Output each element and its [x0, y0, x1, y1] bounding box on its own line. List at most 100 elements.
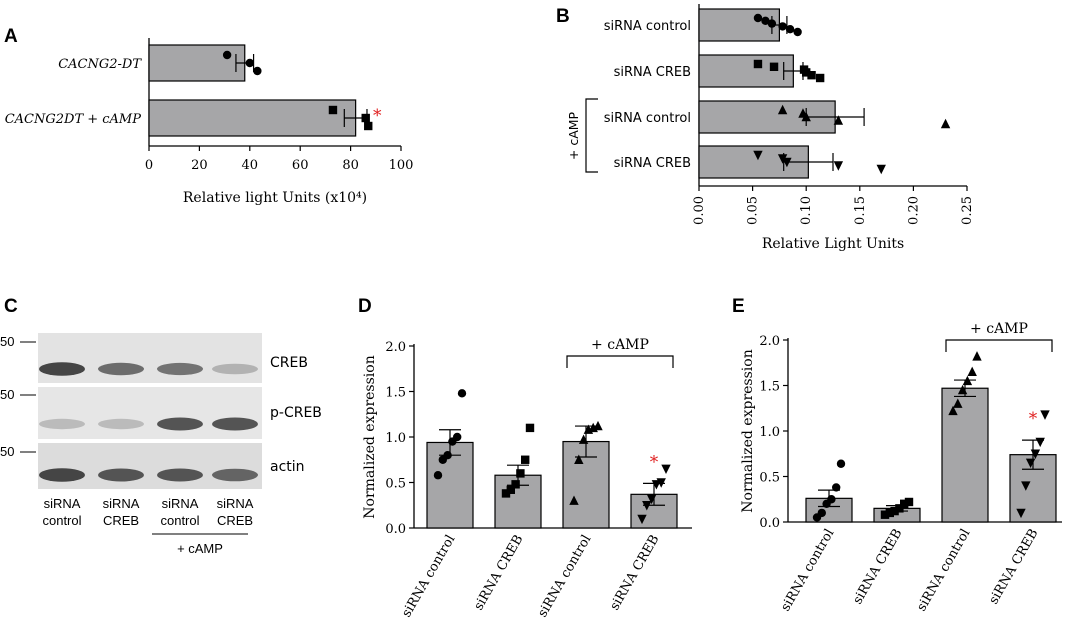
data-point — [753, 150, 763, 161]
mw-marker-1: 50 — [0, 334, 14, 349]
data-point — [253, 66, 262, 76]
category-label: siRNA control — [399, 533, 458, 621]
blot-strip-pcreb — [38, 387, 262, 439]
blot-band — [39, 468, 85, 482]
data-point — [222, 50, 232, 60]
category-label: siRNA CREB — [850, 527, 905, 608]
bar — [148, 99, 357, 137]
data-point — [807, 71, 816, 80]
data-point — [1040, 410, 1050, 420]
data-point — [801, 111, 811, 122]
data-point — [637, 514, 647, 525]
panel-a-chart: 0 20 40 60 80 100 Relative light Units (x10⁴) C… — [5, 38, 413, 206]
mw-marker-3: 50 — [0, 444, 14, 459]
category-label: siRNA control — [778, 527, 837, 615]
data-point — [753, 59, 763, 69]
x-tick-label: 80 — [342, 158, 359, 173]
camp-label: + cAMP — [970, 321, 1028, 337]
panel-label-a: A — [4, 26, 18, 47]
data-point — [593, 420, 603, 431]
y-axis-title: Normalized expression — [740, 349, 756, 512]
blot-row-label-creb: CREB — [270, 355, 308, 371]
data-point — [361, 113, 370, 123]
category-label: CACNG2-DT — [58, 57, 142, 72]
data-point — [1016, 508, 1026, 519]
mw-marker-2: 50 — [0, 387, 14, 402]
blot-strip-actin — [38, 443, 262, 489]
data-point — [433, 471, 443, 480]
bar — [941, 387, 989, 523]
data-point — [948, 405, 958, 416]
data-point — [833, 161, 844, 171]
data-point — [962, 375, 973, 386]
data-point — [900, 499, 909, 508]
blot-strip-creb — [38, 333, 262, 383]
x-tick-label: 0 — [145, 158, 153, 173]
category-label: siRNA CREB — [614, 65, 691, 80]
data-point — [521, 455, 530, 464]
data-point — [364, 121, 373, 131]
blot-band — [212, 468, 258, 482]
data-point — [516, 469, 525, 478]
lane-label-line2: CREB — [217, 513, 253, 528]
data-point — [904, 497, 914, 507]
data-point — [782, 157, 792, 168]
x-tick-label: 20 — [191, 158, 208, 173]
x-axis-title: Relative light Units (x10⁴) — [183, 190, 367, 206]
data-point — [769, 62, 779, 71]
data-point — [957, 384, 968, 395]
camp-bracket — [566, 355, 674, 368]
data-point — [761, 16, 770, 25]
blot-band — [98, 362, 144, 376]
y-tick-label: 0.0 — [385, 522, 406, 537]
data-point — [501, 489, 511, 498]
y-axis-title: Normalized expression — [362, 355, 378, 518]
category-label: CACNG2DT + cAMP — [5, 112, 142, 127]
data-point — [967, 366, 977, 377]
significance-star: * — [373, 106, 382, 126]
blot-row-label-pcreb: p-CREB — [270, 405, 322, 421]
panel-d-chart: 0.0 0.5 1.0 1.5 2.0 Normalized expression siRN… — [362, 337, 692, 620]
panel-label-d: D — [358, 296, 372, 317]
data-point — [777, 154, 788, 164]
data-point — [511, 480, 520, 489]
category-label: siRNA control — [535, 533, 594, 621]
x-axis-title: Relative Light Units — [762, 236, 904, 252]
data-point — [953, 398, 963, 408]
data-point — [245, 58, 254, 68]
data-point — [815, 73, 825, 83]
data-point — [832, 483, 841, 492]
data-point — [525, 423, 535, 433]
lane-label-line1: siRNA — [103, 496, 140, 511]
blot-row-label-actin: actin — [270, 459, 305, 475]
data-point — [836, 459, 846, 468]
y-tick-label: 1.5 — [759, 380, 780, 395]
data-point — [940, 118, 951, 129]
x-tick-label: 0.10 — [799, 196, 814, 225]
data-point — [777, 104, 788, 115]
blot-band — [157, 468, 203, 482]
panel-c-blot: 50 50 50 CREB p-CREB actin siRNA control s… — [0, 333, 322, 556]
data-point — [880, 510, 890, 519]
bar — [698, 8, 781, 42]
y-tick-label: 2.0 — [385, 340, 406, 355]
data-point — [827, 495, 836, 504]
x-tick-label: 0.00 — [692, 196, 707, 225]
category-label: siRNA control — [604, 111, 691, 126]
category-label: siRNA CREB — [471, 533, 526, 614]
data-point — [890, 506, 899, 516]
data-point — [642, 501, 652, 511]
category-label: siRNA control — [604, 19, 691, 34]
data-point — [817, 508, 826, 518]
x-tick-label: 0.05 — [746, 196, 761, 225]
bar — [148, 44, 246, 82]
data-point — [753, 13, 763, 23]
camp-bracket — [945, 339, 1053, 352]
data-point — [802, 68, 811, 77]
data-point — [328, 105, 338, 115]
blot-camp-label: + cAMP — [177, 541, 223, 556]
data-point — [793, 27, 802, 37]
bar — [698, 54, 794, 88]
data-point — [661, 464, 671, 475]
x-tick-label: 0.20 — [906, 196, 921, 225]
